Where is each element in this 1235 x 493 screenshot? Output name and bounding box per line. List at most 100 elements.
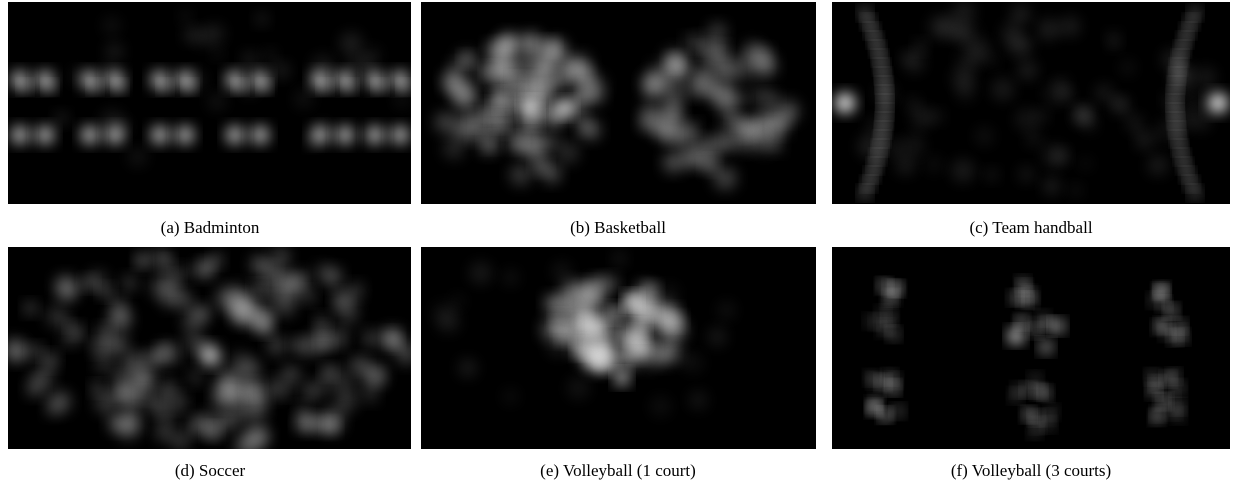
heat-blob (301, 289, 316, 304)
heat-blob (233, 401, 254, 422)
heat-blob (570, 309, 593, 332)
heat-blob (443, 137, 465, 160)
heat-blob (273, 293, 296, 317)
heat-blob (347, 55, 367, 76)
heat-blob (223, 392, 240, 409)
heat-blob (986, 55, 999, 68)
heat-blob (550, 319, 563, 332)
heat-blob (1170, 107, 1181, 117)
heat-blob (311, 330, 332, 351)
heat-blob (547, 334, 569, 357)
heat-blob (319, 409, 344, 433)
heat-blob (121, 275, 138, 292)
heat-blob (1111, 97, 1130, 115)
heat-blob (395, 342, 411, 365)
heat-blob (654, 326, 675, 347)
heat-blob (1136, 131, 1153, 149)
heat-blob (155, 423, 174, 442)
heat-blob (266, 335, 287, 356)
heat-blob (879, 89, 890, 99)
heat-blob (387, 337, 400, 350)
heat-blob (1033, 384, 1044, 395)
heat-blob (1175, 143, 1185, 153)
heat-blob (332, 291, 350, 308)
heat-blob (492, 92, 508, 108)
heat-blob (289, 270, 310, 291)
heat-blob (1166, 390, 1177, 401)
panels (8, 2, 1230, 449)
heat-blob (1156, 397, 1167, 408)
heat-blob (1174, 327, 1185, 338)
heat-blob (872, 44, 883, 54)
heat-blob (877, 308, 888, 319)
heat-blob (94, 355, 113, 373)
heat-blob (707, 327, 727, 347)
heat-blob (545, 294, 564, 314)
heat-blob (200, 345, 220, 365)
heat-blob (151, 126, 169, 144)
heat-blob (8, 337, 26, 361)
heat-blob (1175, 53, 1185, 63)
heat-blob (251, 282, 264, 295)
heat-blob (216, 410, 237, 432)
heat-blob (1163, 373, 1174, 384)
heat-blob (683, 34, 698, 49)
heat-blob (496, 117, 514, 134)
heat-blob (1195, 66, 1217, 88)
heat-blob (199, 258, 214, 273)
heat-blob (348, 282, 365, 299)
heat-blob (1023, 384, 1034, 395)
heat-blob (1168, 406, 1179, 417)
heat-blob (867, 26, 878, 36)
heat-blob (582, 74, 606, 98)
heat-blob (90, 82, 100, 92)
heat-blob (746, 133, 765, 152)
heat-blob (226, 126, 244, 144)
heat-blob (867, 170, 878, 180)
heat-blob (156, 402, 177, 424)
heat-blob (1182, 26, 1193, 36)
heat-blob (889, 375, 900, 386)
heat-blob (1001, 23, 1022, 43)
heat-blob (323, 366, 347, 391)
heat-blob (929, 15, 953, 39)
heat-blob (880, 98, 890, 108)
heat-blob (902, 134, 925, 157)
heat-blob (1106, 30, 1121, 45)
heat-blob (593, 349, 607, 363)
heat-blob (835, 93, 855, 113)
heat-blob (557, 100, 573, 116)
heat-blob (510, 133, 530, 153)
heat-blob (612, 251, 627, 266)
heat-blob (929, 109, 944, 124)
heat-blob (1016, 316, 1027, 327)
heat-blob (879, 410, 890, 421)
heat-blob (1147, 155, 1168, 176)
heat-blob (1125, 114, 1144, 133)
heat-blob (45, 82, 55, 92)
heat-blob (870, 35, 881, 45)
heat-blob (1019, 295, 1030, 306)
heat-blob (576, 118, 592, 133)
heat-blob (895, 155, 916, 175)
heat-blob (306, 415, 324, 433)
heat-blob (1170, 98, 1180, 108)
heat-blob (112, 382, 136, 406)
heat-blob (1013, 384, 1024, 395)
heat-blob (453, 88, 477, 111)
heat-blob (251, 126, 269, 144)
heat-blob (339, 32, 363, 55)
heat-blob (1015, 108, 1038, 131)
heat-blob (1059, 87, 1074, 102)
heat-blob (196, 412, 218, 434)
heat-blob (633, 323, 647, 337)
heat-blob (102, 16, 121, 35)
heat-blob (757, 111, 777, 131)
heat-blob (69, 67, 87, 85)
heat-blob (860, 8, 870, 18)
heat-blob (888, 329, 899, 340)
heat-blob (24, 301, 37, 315)
heat-blob (391, 126, 409, 144)
heat-blob (1082, 118, 1098, 134)
heat-blob (45, 400, 62, 417)
